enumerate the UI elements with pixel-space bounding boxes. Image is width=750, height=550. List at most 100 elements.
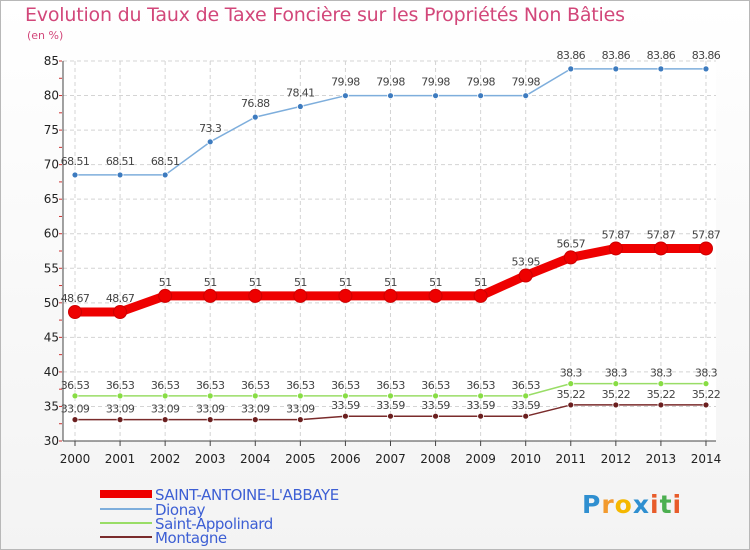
data-label: 36.53	[376, 379, 405, 392]
data-label: 51	[339, 276, 352, 289]
legend-item: Saint-Appolinard	[100, 515, 420, 533]
data-point	[567, 65, 575, 73]
data-point	[251, 416, 259, 424]
data-point	[432, 412, 439, 420]
data-label: 68.51	[106, 155, 135, 168]
legend-swatch	[100, 508, 152, 510]
y-tick-label: 45	[44, 330, 59, 344]
data-point	[702, 401, 710, 409]
legend-swatch	[100, 490, 152, 498]
data-point	[477, 412, 485, 420]
data-point	[161, 392, 169, 400]
data-label: 79.98	[421, 76, 450, 89]
data-point	[702, 380, 710, 388]
data-point	[161, 171, 169, 179]
data-label: 33.09	[241, 403, 270, 416]
data-point	[612, 401, 620, 409]
data-label: 79.98	[511, 76, 540, 89]
data-point	[522, 392, 530, 400]
data-label: 36.53	[241, 379, 270, 392]
data-point	[296, 392, 304, 400]
data-label: 38.3	[650, 367, 673, 380]
y-tick-label: 70	[44, 158, 59, 172]
data-label: 33.59	[466, 399, 495, 412]
y-tick-label: 80	[44, 89, 59, 103]
x-tick-label: 2009	[465, 452, 496, 466]
data-point	[68, 305, 82, 320]
x-tick-label: 2011	[555, 452, 586, 466]
data-point	[251, 392, 259, 400]
data-label: 68.51	[61, 155, 90, 168]
data-label: 51	[159, 276, 172, 289]
data-label: 79.98	[331, 76, 360, 89]
y-tick-label: 30	[44, 434, 59, 448]
data-point	[477, 92, 485, 100]
data-point	[698, 241, 713, 256]
legend-item: Dionay	[100, 501, 420, 519]
data-label: 36.53	[331, 379, 360, 392]
data-label: 33.59	[331, 399, 360, 412]
data-point	[383, 288, 398, 303]
legend-label: Dionay	[155, 501, 206, 519]
data-point	[248, 288, 263, 303]
data-label: 48.67	[106, 292, 135, 305]
data-point	[342, 392, 349, 400]
data-label: 51	[429, 276, 442, 289]
data-point	[657, 380, 665, 388]
data-label: 57.87	[602, 228, 631, 241]
data-label: 35.22	[602, 388, 631, 401]
x-tick-label: 2010	[510, 452, 541, 466]
data-label: 36.53	[466, 379, 495, 392]
data-point	[473, 288, 488, 303]
data-label: 51	[384, 276, 397, 289]
data-label: 38.3	[560, 367, 583, 380]
x-tick-label: 2008	[420, 452, 451, 466]
data-point	[206, 416, 214, 424]
data-point	[432, 392, 439, 400]
data-label: 33.09	[61, 403, 90, 416]
legend-swatch	[100, 536, 152, 538]
data-point	[477, 392, 485, 400]
data-label: 68.51	[151, 155, 180, 168]
data-label: 36.53	[196, 379, 225, 392]
x-tick-label: 2003	[195, 452, 226, 466]
data-label: 36.53	[286, 379, 315, 392]
x-tick-label: 2004	[240, 452, 271, 466]
data-point	[657, 65, 665, 73]
data-label: 48.67	[61, 292, 90, 305]
data-point	[113, 305, 128, 320]
data-point	[342, 92, 349, 100]
data-label: 83.86	[557, 49, 586, 62]
data-label: 36.53	[421, 379, 450, 392]
data-point	[296, 416, 304, 424]
data-label: 33.09	[196, 403, 225, 416]
data-point	[71, 392, 79, 400]
data-label: 35.22	[692, 388, 721, 401]
data-point	[653, 241, 668, 256]
data-label: 79.98	[376, 76, 405, 89]
y-tick-label: 35	[44, 399, 59, 413]
data-point	[612, 380, 620, 388]
data-point	[296, 103, 304, 110]
legend-item: SAINT-ANTOINE-L'ABBAYE	[100, 486, 420, 504]
data-point	[158, 288, 173, 303]
data-point	[657, 401, 665, 409]
data-point	[116, 392, 124, 400]
x-tick-label: 2013	[646, 452, 677, 466]
legend-item: Montagne	[100, 529, 420, 547]
y-tick-label: 85	[44, 54, 59, 68]
data-label: 36.53	[106, 379, 135, 392]
data-point	[563, 250, 578, 265]
data-point	[518, 268, 533, 283]
chart-unit-label: (en %)	[27, 29, 64, 42]
legend-label: SAINT-ANTOINE-L'ABBAYE	[155, 486, 339, 504]
data-point	[702, 65, 710, 73]
data-label: 51	[249, 276, 262, 289]
x-tick-label: 2006	[330, 452, 361, 466]
data-label: 57.87	[692, 228, 721, 241]
data-point	[116, 171, 124, 179]
data-point	[387, 92, 394, 100]
data-label: 51	[474, 276, 487, 289]
data-point	[432, 92, 439, 100]
data-label: 53.95	[511, 256, 540, 269]
